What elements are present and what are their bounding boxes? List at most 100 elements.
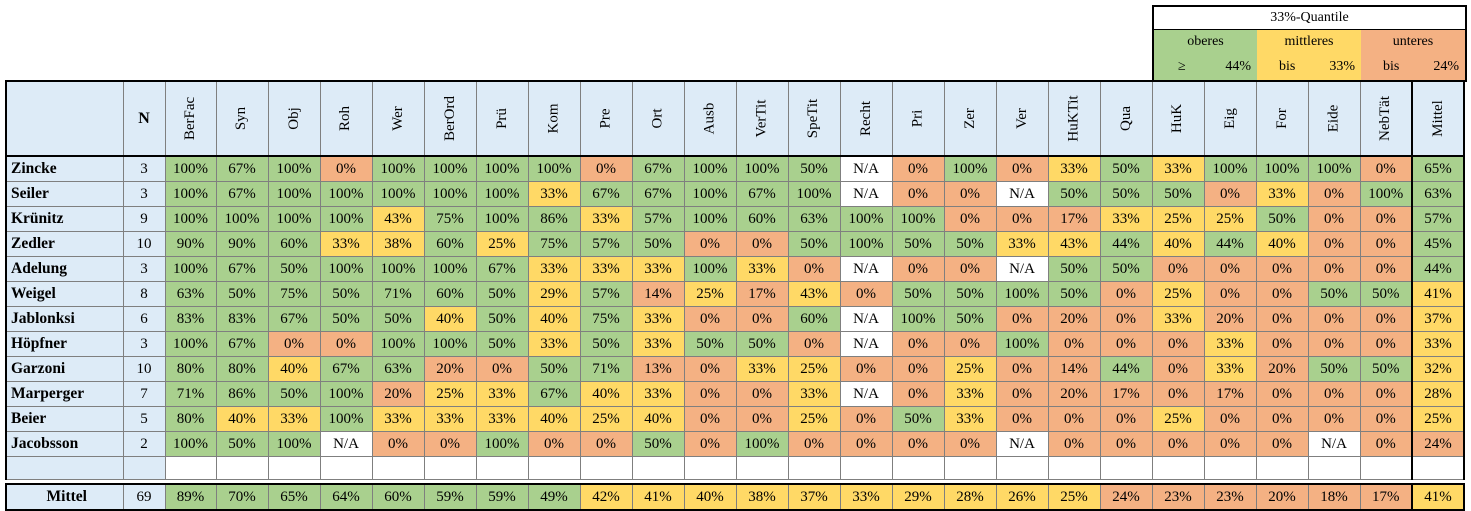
cell-kom: 40%: [527, 406, 581, 432]
header-row: N BerFac Syn Obj Roh Wer BerOrd Prü Kom Pre Ort Aus…: [5, 80, 1465, 157]
cell-obj: 40%: [267, 356, 321, 382]
cell-ort: 41%: [631, 483, 685, 511]
cell-ort: 50%: [631, 431, 685, 457]
legend-middle-threshold: bis 33%: [1257, 54, 1361, 82]
cell-roh: 67%: [319, 356, 373, 382]
row-name: Höpfner: [5, 331, 124, 357]
cell-ort: 67%: [631, 155, 685, 182]
cell-eide: 50%: [1307, 356, 1361, 382]
cell-pri: 29%: [891, 483, 945, 511]
cell-eide: 0%: [1307, 381, 1361, 407]
cell-roh: 100%: [319, 256, 373, 282]
cell-pri: 0%: [891, 356, 945, 382]
legend-lower-threshold: bis 24%: [1361, 54, 1467, 82]
cell-qua: 0%: [1099, 281, 1153, 307]
cell-zer: 28%: [943, 483, 997, 511]
cell-zer: 0%: [943, 181, 997, 207]
table-row: Adelung 3 100% 67% 50% 100% 100% 100% 67% 33% 33% 3…: [5, 256, 1465, 282]
cell-eig: 0%: [1203, 181, 1257, 207]
cell-ort: 33%: [631, 306, 685, 332]
cell-recht: 100%: [839, 206, 893, 232]
cell-berfac: 100%: [164, 331, 217, 357]
spacer-n: [122, 456, 166, 480]
cell-pri: 50%: [891, 406, 945, 432]
cell-recht: 33%: [839, 483, 893, 511]
cell-roh: N/A: [319, 431, 373, 457]
cell-huktit: 50%: [1047, 181, 1101, 207]
row-name: Zedler: [5, 231, 124, 257]
cell-eig: 100%: [1203, 155, 1257, 182]
cell-wer: 71%: [371, 281, 425, 307]
spacer-cell: [1047, 456, 1101, 480]
spacer-cell: [319, 456, 373, 480]
average-row: Mittel 69 89% 70% 65% 64% 60% 59% 59% 49% 42% 41% 40…: [5, 483, 1465, 511]
cell-syn: 50%: [215, 431, 269, 457]
cell-zer: 0%: [943, 256, 997, 282]
cell-qua: 50%: [1099, 181, 1153, 207]
cell-huk: 0%: [1151, 381, 1205, 407]
cell-nebtät: 0%: [1359, 306, 1413, 332]
cell-kom: 75%: [527, 231, 581, 257]
cell-mittel: 41%: [1411, 483, 1465, 511]
spacer-cell: [995, 456, 1049, 480]
cell-obj: 67%: [267, 306, 321, 332]
header-huktit: HuKTit: [1047, 80, 1101, 157]
cell-kom: 67%: [527, 381, 581, 407]
legend-title: 33%-Quantile: [1152, 5, 1467, 30]
header-prü: Prü: [475, 80, 529, 157]
cell-zer: 0%: [943, 331, 997, 357]
table-row: Seiler 3 100% 67% 100% 100% 100% 100% 100% 33% 67%…: [5, 181, 1465, 207]
cell-huk: 25%: [1151, 206, 1205, 232]
header-spetit: SpeTit: [787, 80, 841, 157]
cell-wer: 38%: [371, 231, 425, 257]
cell-qua: 17%: [1099, 381, 1153, 407]
header-pri: Pri: [891, 80, 945, 157]
cell-vertit: 50%: [735, 331, 789, 357]
cell-nebtät: 0%: [1359, 155, 1413, 182]
cell-for: 0%: [1255, 306, 1309, 332]
spacer-cell: [579, 456, 633, 480]
cell-wer: 50%: [371, 306, 425, 332]
spacer-cell: [1151, 456, 1205, 480]
cell-syn: 67%: [215, 256, 269, 282]
cell-recht: N/A: [839, 381, 893, 407]
cell-eig: 33%: [1203, 356, 1257, 382]
cell-spetit: 63%: [787, 206, 841, 232]
cell-vertit: 33%: [735, 356, 789, 382]
cell-prü: 50%: [475, 306, 529, 332]
cell-ver: N/A: [995, 181, 1049, 207]
cell-obj: 33%: [267, 406, 321, 432]
cell-huk: 25%: [1151, 406, 1205, 432]
table-row: Marperger 7 71% 86% 50% 100% 20% 25% 33% 67% 40% 33…: [5, 381, 1465, 407]
cell-pre: 42%: [579, 483, 633, 511]
cell-zer: 0%: [943, 431, 997, 457]
cell-spetit: 50%: [787, 155, 841, 182]
cell-prü: 33%: [475, 406, 529, 432]
cell-huktit: 0%: [1047, 406, 1101, 432]
cell-berord: 25%: [423, 381, 477, 407]
cell-obj: 100%: [267, 431, 321, 457]
cell-syn: 100%: [215, 206, 269, 232]
cell-kom: 40%: [527, 306, 581, 332]
cell-ausb: 40%: [683, 483, 737, 511]
cell-recht: N/A: [839, 306, 893, 332]
cell-wer: 20%: [371, 381, 425, 407]
header-berord: BerOrd: [423, 80, 477, 157]
cell-kom: 49%: [527, 483, 581, 511]
cell-prü: 100%: [475, 206, 529, 232]
cell-pre: 67%: [579, 181, 633, 207]
cell-recht: 0%: [839, 431, 893, 457]
cell-spetit: 43%: [787, 281, 841, 307]
cell-zer: 100%: [943, 155, 997, 182]
cell-nebtät: 50%: [1359, 281, 1413, 307]
cell-syn: 50%: [215, 281, 269, 307]
cell-pre: 50%: [579, 331, 633, 357]
cell-huk: 23%: [1151, 483, 1205, 511]
cell-berord: 60%: [423, 231, 477, 257]
cell-huktit: 14%: [1047, 356, 1101, 382]
cell-pre: 33%: [579, 256, 633, 282]
header-syn: Syn: [215, 80, 269, 157]
cell-eide: 0%: [1307, 306, 1361, 332]
header-nebtät: NebTät: [1359, 80, 1413, 157]
cell-syn: 90%: [215, 231, 269, 257]
